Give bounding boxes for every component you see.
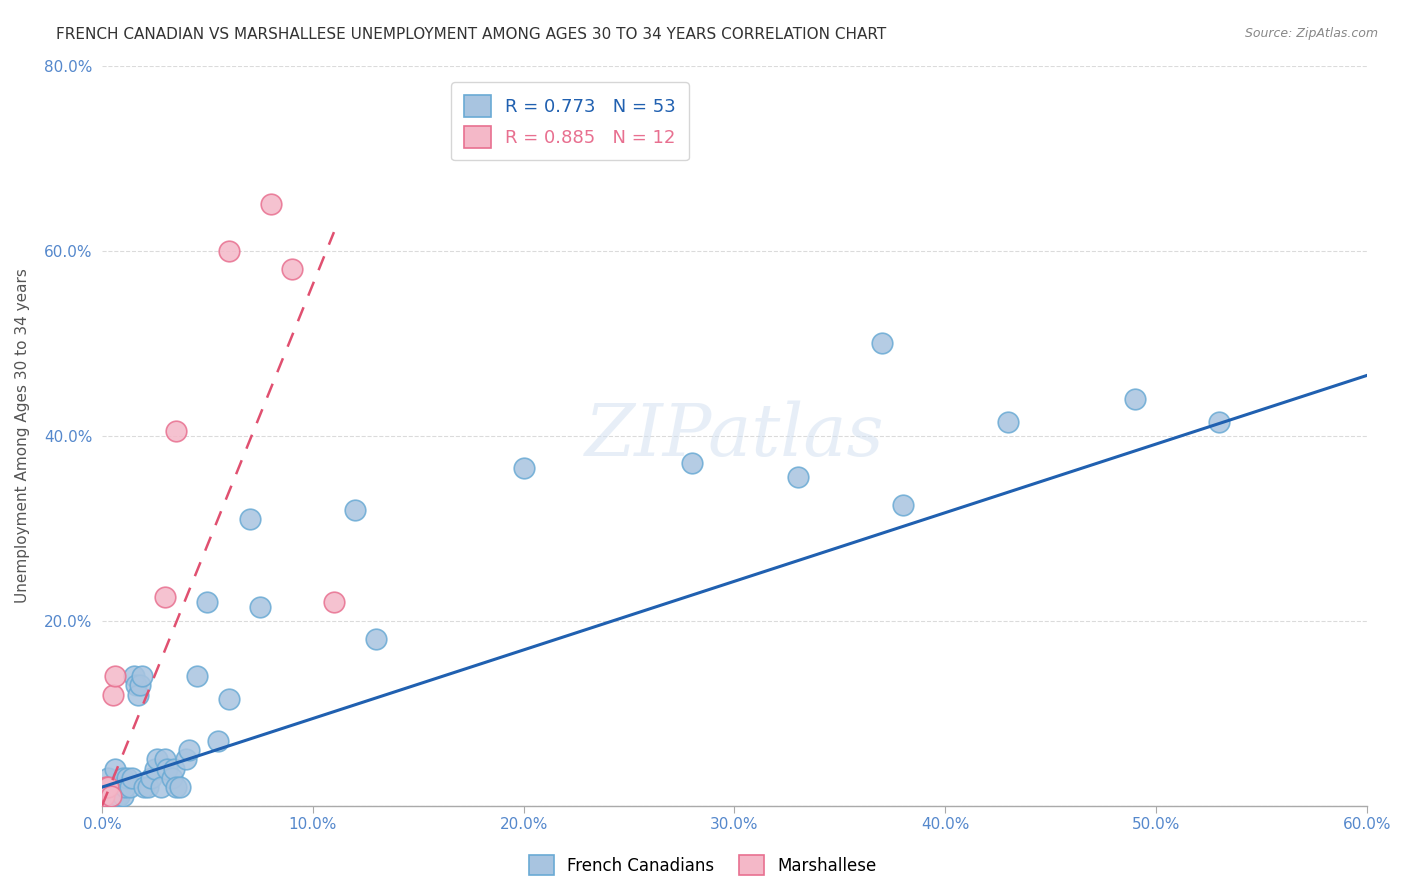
Point — [155, 591, 177, 605]
Point — [110, 780, 132, 794]
Point — [112, 789, 135, 804]
Point — [100, 780, 122, 794]
Point — [176, 752, 198, 766]
Point — [101, 789, 124, 804]
Point — [218, 244, 240, 258]
Point — [870, 336, 893, 351]
Point — [118, 780, 141, 794]
Point — [150, 780, 173, 794]
Point — [160, 771, 183, 785]
Point — [129, 678, 152, 692]
Point — [997, 415, 1019, 429]
Point — [121, 771, 143, 785]
Point — [114, 780, 136, 794]
Point — [117, 771, 139, 785]
Point — [134, 780, 156, 794]
Legend: French Canadians, Marshallese: French Canadians, Marshallese — [520, 847, 886, 884]
Point — [143, 762, 166, 776]
Text: FRENCH CANADIAN VS MARSHALLESE UNEMPLOYMENT AMONG AGES 30 TO 34 YEARS CORRELATIO: FRENCH CANADIAN VS MARSHALLESE UNEMPLOYM… — [56, 27, 887, 42]
Point — [165, 424, 187, 438]
Point — [96, 780, 118, 794]
Point — [108, 789, 131, 804]
Point — [197, 595, 219, 609]
Point — [344, 502, 367, 516]
Point — [101, 688, 124, 702]
Point — [138, 780, 160, 794]
Text: Source: ZipAtlas.com: Source: ZipAtlas.com — [1244, 27, 1378, 40]
Point — [104, 762, 127, 776]
Point — [249, 599, 271, 614]
Point — [366, 632, 388, 646]
Point — [207, 734, 229, 748]
Point — [122, 669, 145, 683]
Point — [512, 461, 534, 475]
Point — [260, 197, 283, 211]
Point — [186, 669, 208, 683]
Point — [93, 789, 115, 804]
Point — [891, 498, 914, 512]
Y-axis label: Unemployment Among Ages 30 to 34 years: Unemployment Among Ages 30 to 34 years — [15, 268, 30, 603]
Point — [163, 762, 186, 776]
Point — [93, 789, 115, 804]
Point — [155, 752, 177, 766]
Point — [100, 789, 122, 804]
Point — [127, 688, 149, 702]
Point — [156, 762, 179, 776]
Point — [169, 780, 191, 794]
Point — [131, 669, 153, 683]
Point — [139, 771, 162, 785]
Text: ZIPatlas: ZIPatlas — [585, 401, 884, 471]
Point — [281, 262, 304, 277]
Point — [101, 780, 124, 794]
Legend: R = 0.773   N = 53, R = 0.885   N = 12: R = 0.773 N = 53, R = 0.885 N = 12 — [451, 82, 689, 161]
Point — [1123, 392, 1146, 406]
Point — [323, 595, 346, 609]
Point — [681, 456, 703, 470]
Point — [96, 780, 118, 794]
Point — [97, 771, 120, 785]
Point — [165, 780, 187, 794]
Point — [97, 780, 120, 794]
Point — [1208, 415, 1230, 429]
Point — [218, 692, 240, 706]
Point — [108, 780, 131, 794]
Point — [105, 789, 128, 804]
Point — [239, 512, 262, 526]
Point — [146, 752, 169, 766]
Point — [786, 470, 808, 484]
Point — [112, 771, 135, 785]
Point — [177, 743, 200, 757]
Point — [97, 789, 120, 804]
Point — [104, 669, 127, 683]
Point — [125, 678, 148, 692]
